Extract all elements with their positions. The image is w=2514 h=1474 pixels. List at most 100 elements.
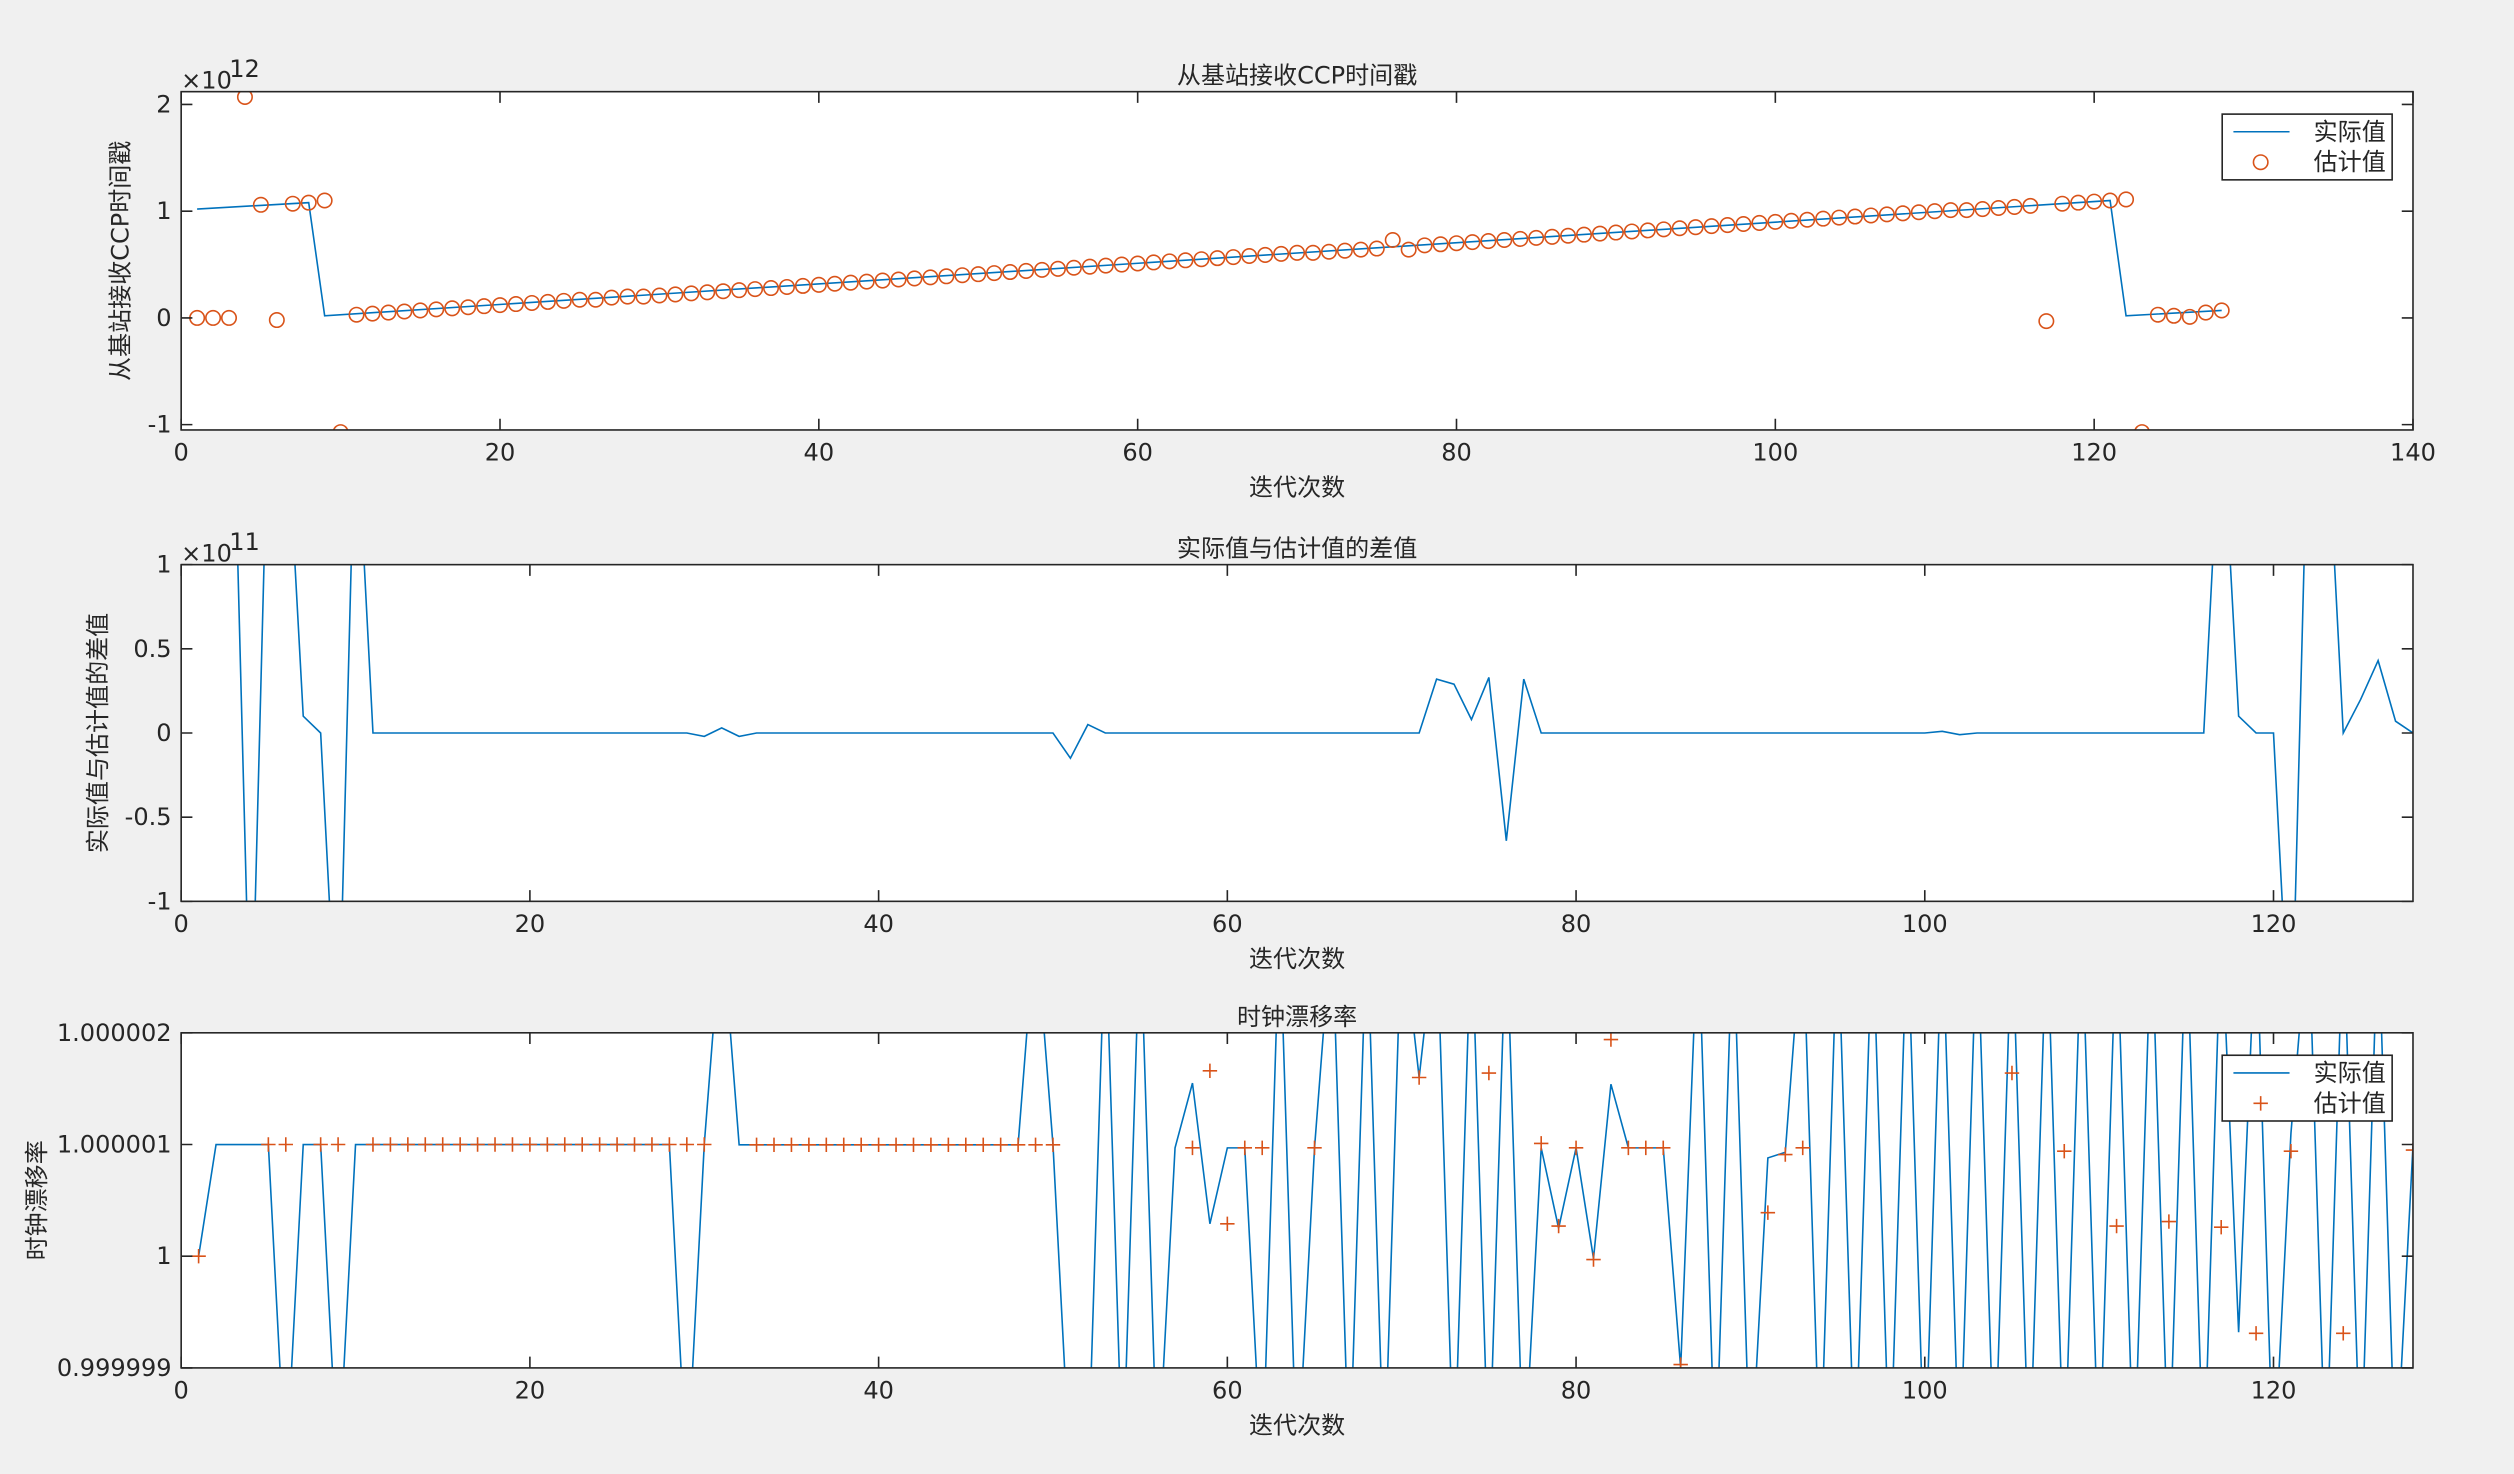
marker-circle (810, 276, 827, 293)
marker-circle (1177, 252, 1194, 269)
marker-circle (1034, 261, 1051, 278)
marker-plus (1638, 1140, 1654, 1156)
marker-circle (1942, 202, 1959, 219)
marker-circle (1719, 217, 1736, 234)
marker-circle (1113, 256, 1130, 273)
marker-circle (794, 277, 811, 294)
marker-circle (635, 288, 652, 305)
marker-circle (1081, 258, 1098, 275)
chart-title: 实际值与估计值的差值 (1177, 535, 1417, 563)
marker-plus (1673, 1357, 1688, 1368)
marker-plus (697, 1137, 712, 1152)
marker-circle (252, 196, 269, 213)
marker-circle (1145, 254, 1162, 271)
x-tick-label: 100 (1902, 910, 1948, 938)
legend-label: 估计值 (2314, 1089, 2386, 1117)
marker-circle (1862, 207, 1879, 224)
marker-circle (396, 303, 413, 320)
marker-circle (1257, 246, 1274, 263)
y-tick-label: -1 (148, 887, 172, 915)
y-tick-label: 0 (156, 304, 171, 332)
marker-plus (1185, 1140, 1200, 1156)
marker-circle (1687, 219, 1704, 236)
marker-circle (507, 296, 524, 313)
marker-plus (888, 1137, 904, 1153)
marker-circle (1751, 214, 1768, 231)
y-tick-label: 1 (156, 551, 171, 579)
marker-circle (1049, 260, 1066, 277)
marker-plus (784, 1137, 799, 1153)
marker-plus (2213, 1219, 2229, 1235)
marker-circle (2149, 306, 2166, 323)
y-axis-label: 从基站接收CCP时间戳 (106, 141, 134, 381)
marker-circle (1703, 218, 1720, 235)
legend-box (2221, 1054, 2393, 1122)
y-tick-label: 1.000002 (57, 1019, 172, 1047)
marker-circle (1544, 228, 1561, 245)
marker-circle (476, 298, 493, 315)
marker-plus (1010, 1137, 1026, 1153)
marker-circle (1926, 203, 1943, 220)
marker-circle (571, 291, 588, 308)
marker-plus (2248, 1326, 2264, 1341)
marker-circle (1990, 199, 2007, 217)
marker-plus (1481, 1065, 1497, 1081)
x-tick-label: 60 (1122, 438, 1153, 466)
marker-plus (766, 1137, 782, 1153)
marker-circle (2165, 307, 2182, 324)
marker-plus (1656, 1140, 1671, 1156)
marker-circle (1878, 206, 1895, 223)
marker-circle (1289, 244, 1306, 261)
marker-plus (1028, 1137, 1043, 1153)
marker-circle (523, 294, 540, 311)
marker-plus (1568, 1140, 1584, 1156)
marker-circle (2022, 197, 2039, 214)
marker-plus (540, 1137, 555, 1152)
marker-plus (871, 1137, 886, 1153)
marker-circle (460, 299, 477, 316)
marker-circle (1783, 212, 1800, 229)
marker-circle (555, 292, 572, 309)
subplot: 0 20 40 60 80 100 120 140-1012从基站接收CCP时间戳迭代次数从基… (106, 55, 2436, 501)
marker-plus (278, 1137, 294, 1152)
marker-circle (1129, 255, 1146, 272)
marker-circle (826, 275, 843, 292)
marker-circle (986, 265, 1003, 282)
marker-plus (1621, 1140, 1636, 1156)
x-axis-label: 迭代次数 (1249, 1412, 1345, 1440)
legend-marker (2252, 154, 2269, 171)
marker-plus (662, 1137, 677, 1152)
marker-circle (651, 287, 668, 304)
marker-plus (923, 1137, 939, 1153)
y-exponent: 11 (229, 528, 260, 556)
marker-plus (418, 1137, 433, 1152)
marker-circle (444, 300, 461, 317)
marker-plus (2336, 1326, 2351, 1341)
marker-plus (976, 1137, 991, 1153)
x-tick-label: 20 (515, 1376, 546, 1404)
marker-plus (958, 1137, 974, 1153)
marker-plus (2283, 1143, 2299, 1159)
marker-plus (2161, 1214, 2177, 1229)
marker-plus (609, 1137, 625, 1152)
marker-circle (731, 282, 748, 299)
marker-plus (749, 1137, 764, 1153)
marker-plus (1586, 1252, 1601, 1267)
marker-circle (2070, 194, 2087, 211)
marker-plus (470, 1137, 485, 1152)
marker-circle (715, 283, 732, 300)
marker-circle (268, 312, 285, 329)
marker-plus (1411, 1070, 1427, 1085)
marker-circle (1065, 259, 1082, 276)
y-exponent: 12 (229, 55, 260, 83)
x-tick-label: 80 (1561, 1376, 1592, 1404)
marker-circle (205, 309, 222, 326)
x-axis-label: 迭代次数 (1249, 474, 1345, 502)
marker-circle (1273, 245, 1290, 262)
marker-circle (1528, 229, 1545, 246)
y-tick-label: -1 (148, 411, 172, 439)
y-tick-label: 2 (156, 90, 171, 118)
marker-circle (1496, 231, 1513, 249)
